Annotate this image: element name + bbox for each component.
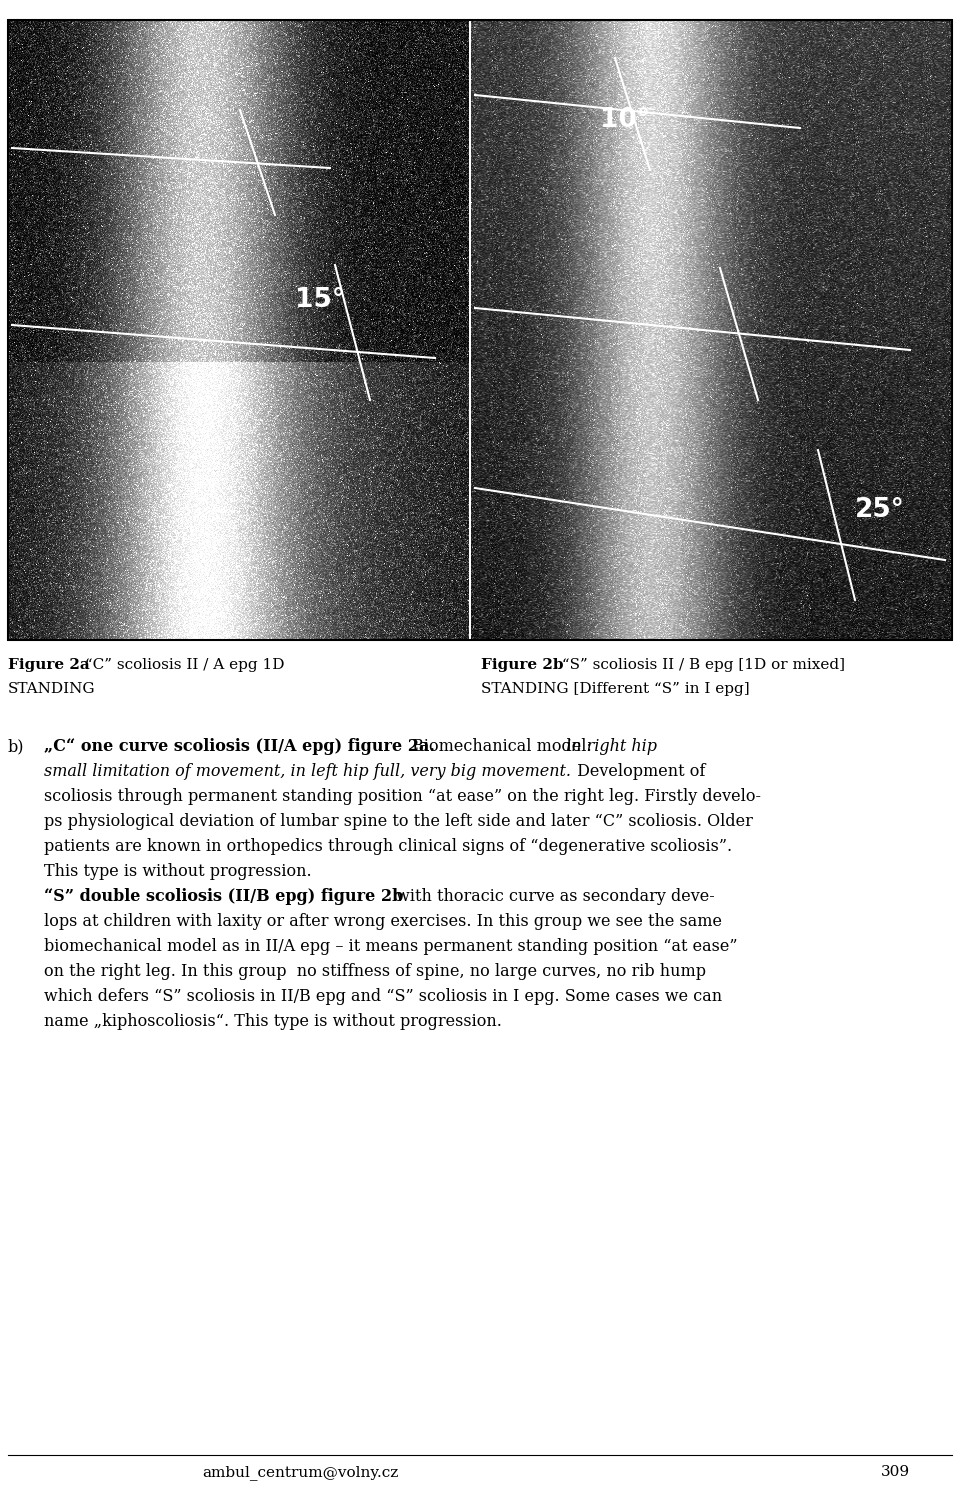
Text: biomechanical model as in II/A epg – it means permanent standing position “at ea: biomechanical model as in II/A epg – it …	[44, 938, 737, 954]
Text: 10°: 10°	[600, 107, 650, 132]
Text: b): b)	[8, 738, 25, 755]
Text: “C” scoliosis II / A epg 1D: “C” scoliosis II / A epg 1D	[80, 658, 284, 672]
Text: name „kiphoscoliosis“. This type is without progression.: name „kiphoscoliosis“. This type is with…	[44, 1013, 502, 1030]
Text: Figure 2b: Figure 2b	[481, 658, 564, 672]
Text: ambul_centrum@volny.cz: ambul_centrum@volny.cz	[202, 1465, 398, 1480]
Text: STANDING [Different “S” in I epg]: STANDING [Different “S” in I epg]	[481, 682, 750, 696]
Text: which defers “S” scoliosis in II/B epg and “S” scoliosis in I epg. Some cases we: which defers “S” scoliosis in II/B epg a…	[44, 987, 722, 1006]
Text: on the right leg. In this group  no stiffness of spine, no large curves, no rib : on the right leg. In this group no stiff…	[44, 963, 706, 980]
Text: “S” scoliosis II / B epg [1D or mixed]: “S” scoliosis II / B epg [1D or mixed]	[557, 658, 845, 672]
Text: Development of: Development of	[572, 764, 706, 780]
Text: ps physiological deviation of lumbar spine to the left side and later “C” scolio: ps physiological deviation of lumbar spi…	[44, 813, 753, 830]
Text: Biomechanical model:: Biomechanical model:	[407, 738, 592, 755]
Text: This type is without progression.: This type is without progression.	[44, 863, 312, 879]
Text: STANDING: STANDING	[8, 682, 96, 696]
Bar	[8, 20, 952, 640]
Text: “S” double scoliosis (II/B epg) figure 2b: “S” double scoliosis (II/B epg) figure 2…	[44, 888, 403, 905]
Text: with thoracic curve as secondary deve-: with thoracic curve as secondary deve-	[391, 888, 715, 905]
Text: 309: 309	[881, 1465, 910, 1479]
Text: small limitation of movement, in left hip full, very big movement.: small limitation of movement, in left hi…	[44, 764, 571, 780]
Text: „C“ one curve scoliosis (II/A epg) figure 2a.: „C“ one curve scoliosis (II/A epg) figur…	[44, 738, 435, 755]
Text: in right hip: in right hip	[561, 738, 657, 755]
Text: scoliosis through permanent standing position “at ease” on the right leg. Firstl: scoliosis through permanent standing pos…	[44, 788, 761, 806]
Text: lops at children with laxity or after wrong exercises. In this group we see the : lops at children with laxity or after wr…	[44, 912, 722, 930]
Text: 25°: 25°	[855, 497, 905, 523]
Text: patients are known in orthopedics through clinical signs of “degenerative scolio: patients are known in orthopedics throug…	[44, 839, 732, 855]
Text: 15°: 15°	[295, 287, 345, 313]
Text: Figure 2a: Figure 2a	[8, 658, 89, 672]
